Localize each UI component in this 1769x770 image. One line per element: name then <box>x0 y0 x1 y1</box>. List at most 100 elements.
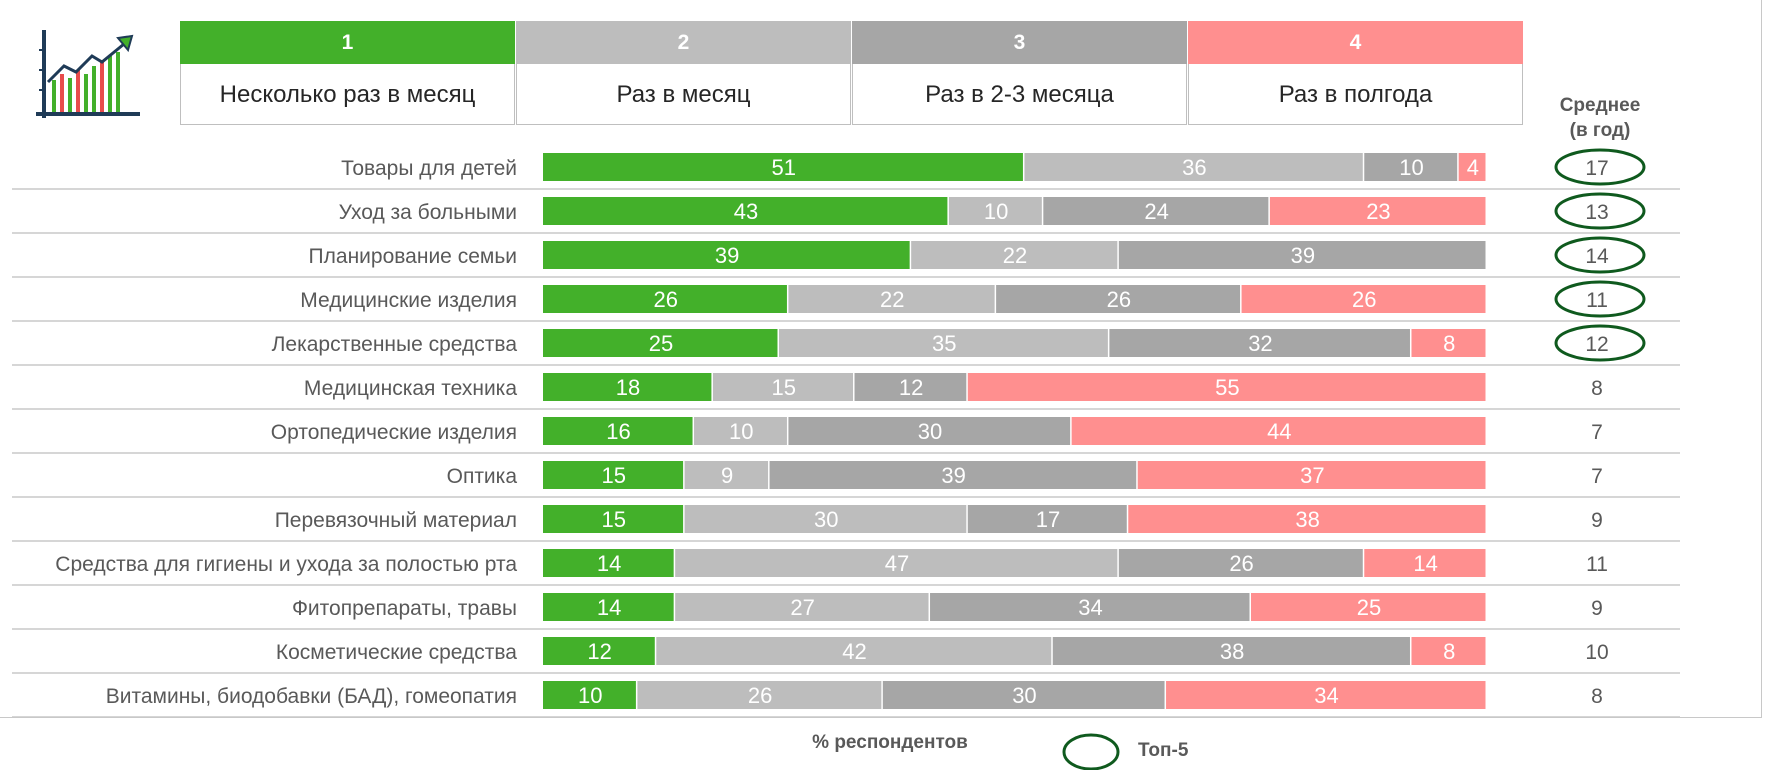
bar-value-label: 26 <box>1229 551 1253 576</box>
top5-legend: Топ-5 <box>1050 728 1230 770</box>
bar-segment <box>543 285 787 313</box>
bar-value-label: 14 <box>1413 551 1437 576</box>
bar-value-label: 42 <box>842 639 866 664</box>
bar-segment <box>1024 153 1363 181</box>
bar-value-label: 17 <box>1036 507 1060 532</box>
bar-segment <box>1241 285 1486 313</box>
bar-segment <box>694 417 787 445</box>
bar-value-label: 34 <box>1314 683 1338 708</box>
legend-column-3: 3 Раз в 2-3 месяца <box>852 21 1187 125</box>
bar-value-label: 26 <box>1352 287 1376 312</box>
average-value: 8 <box>1591 685 1603 708</box>
bar-value-label: 38 <box>1295 507 1319 532</box>
average-value: 8 <box>1591 377 1603 400</box>
bar-value-label: 55 <box>1215 375 1239 400</box>
bar-value-label: 30 <box>814 507 838 532</box>
average-value: 14 <box>1585 245 1609 268</box>
bar-segment <box>543 417 693 445</box>
bar-value-label: 51 <box>771 155 795 180</box>
legend-column-4: 4 Раз в полгода <box>1188 21 1523 125</box>
bar-value-label: 12 <box>587 639 611 664</box>
bar-value-label: 10 <box>729 419 753 444</box>
bar-value-label: 44 <box>1267 419 1291 444</box>
bar-segment <box>543 197 948 225</box>
average-column-title: Среднее (в год) <box>1540 93 1660 143</box>
bar-value-label: 10 <box>578 683 602 708</box>
bar-value-label: 34 <box>1078 595 1102 620</box>
bar-segment <box>967 373 1486 401</box>
average-value: 10 <box>1585 641 1608 664</box>
bar-segment <box>854 373 967 401</box>
bar-value-label: 16 <box>606 419 630 444</box>
bar-segment <box>769 461 1137 489</box>
legend-column-number: 4 <box>1188 21 1523 64</box>
top5-highlight-icon <box>1554 236 1646 274</box>
frequency-legend-header: 1 Несколько раз в месяц 2 Раз в месяц 3 Раз в… <box>180 21 1523 125</box>
bar-segment <box>779 329 1108 357</box>
bar-value-label: 36 <box>1182 155 1206 180</box>
unit-label: % респондентов <box>812 732 968 753</box>
growth-chart-logo-icon <box>36 30 140 118</box>
legend-column-1: 1 Несколько раз в месяц <box>180 21 515 125</box>
bar-segment <box>1269 197 1486 225</box>
legend-column-number: 3 <box>852 21 1187 64</box>
legend-column-label: Несколько раз в месяц <box>180 64 515 125</box>
category-label: Фитопрепараты, травы <box>292 597 517 620</box>
bar-value-label: 8 <box>1443 639 1455 664</box>
average-title-line2: (в год) <box>1569 120 1631 141</box>
bar-value-label: 26 <box>748 683 772 708</box>
bar-value-label: 25 <box>649 331 673 356</box>
bar-segment <box>543 681 636 709</box>
average-value: 11 <box>1586 553 1608 576</box>
bar-segment <box>1411 329 1486 357</box>
bar-value-label: 39 <box>941 463 965 488</box>
top5-highlight-icon <box>1554 148 1646 186</box>
bar-segment <box>543 373 712 401</box>
category-label: Уход за больными <box>339 201 517 224</box>
category-label: Оптика <box>447 465 518 488</box>
bar-value-label: 23 <box>1366 199 1390 224</box>
circle-highlight-icon <box>1062 733 1120 770</box>
bar-segment <box>1118 241 1486 269</box>
average-value: 13 <box>1585 201 1608 224</box>
bar-segment <box>1071 417 1486 445</box>
bar-segment <box>543 153 1023 181</box>
category-label: Средства для гигиены и ухода за полостью… <box>55 553 517 576</box>
average-value: 17 <box>1585 157 1608 180</box>
bar-segment <box>1251 593 1486 621</box>
bar-value-label: 24 <box>1144 199 1168 224</box>
bar-segment <box>1137 461 1486 489</box>
top5-legend-label: Топ-5 <box>1138 740 1189 761</box>
legend-column-2: 2 Раз в месяц <box>516 21 851 125</box>
bar-segment <box>1411 637 1486 665</box>
bar-segment <box>543 593 674 621</box>
bar-value-label: 22 <box>880 287 904 312</box>
bar-value-label: 32 <box>1248 331 1272 356</box>
bar-value-label: 35 <box>932 331 956 356</box>
bar-segment <box>1052 637 1410 665</box>
category-label: Планирование семьи <box>309 245 517 268</box>
top5-highlight-icon <box>1554 280 1646 318</box>
bar-segment <box>1128 505 1486 533</box>
bar-segment <box>1364 549 1486 577</box>
category-label: Ортопедические изделия <box>271 421 517 444</box>
category-label: Медицинские изделия <box>300 289 517 312</box>
legend-column-label: Раз в полгода <box>1188 64 1523 125</box>
average-value: 9 <box>1591 597 1603 620</box>
bar-segment <box>543 329 778 357</box>
bar-segment <box>543 241 910 269</box>
bar-value-label: 22 <box>1003 243 1027 268</box>
bar-value-label: 15 <box>602 463 626 488</box>
bar-value-label: 8 <box>1443 331 1455 356</box>
bar-value-label: 30 <box>1012 683 1036 708</box>
category-label: Перевязочный материал <box>275 509 517 532</box>
average-value: 9 <box>1591 509 1603 532</box>
average-value: 12 <box>1585 333 1608 356</box>
bar-segment <box>967 505 1127 533</box>
bar-value-label: 37 <box>1300 463 1324 488</box>
bar-value-label: 39 <box>715 243 739 268</box>
bar-segment <box>1364 153 1458 181</box>
average-value: 7 <box>1591 421 1603 444</box>
bar-segment <box>675 549 1118 577</box>
